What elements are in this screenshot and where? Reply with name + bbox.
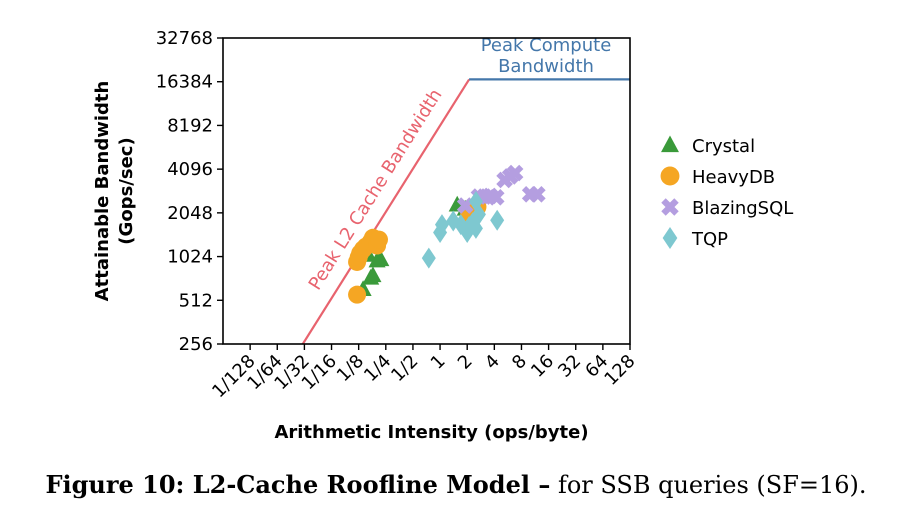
y-tick-label: 16384 <box>156 72 213 93</box>
y-tick-label: 1024 <box>167 247 213 268</box>
y-tick-label: 4096 <box>167 159 213 180</box>
figure-caption: Figure 10: L2-Cache Roofline Model – for… <box>0 470 912 499</box>
crystal-point <box>372 250 390 267</box>
tqp-point <box>490 209 505 231</box>
x-axis-label: Arithmetic Intensity (ops/byte) <box>274 422 588 443</box>
plot-frame <box>222 37 631 345</box>
compute-roof-label: Peak Compute <box>481 35 612 56</box>
x-tick-label: 16 <box>527 351 558 382</box>
blazingsql-point <box>487 189 505 206</box>
legend-label-crystal: Crystal <box>692 136 755 157</box>
compute-roof-label: Bandwidth <box>498 56 594 77</box>
x-tick-label: 32 <box>554 351 585 382</box>
y-tick-label: 256 <box>179 334 213 355</box>
legend-label-blazingsql: BlazingSQL <box>692 198 793 219</box>
y-axis-label: (Gops/sec) <box>116 137 137 244</box>
y-tick-label: 512 <box>179 290 213 311</box>
legend-label-heavydb: HeavyDB <box>692 167 775 188</box>
x-tick-label: 2 <box>454 351 477 374</box>
x-tick-label: 1 <box>427 351 450 374</box>
data-points-layer <box>348 164 546 304</box>
legend-marker-blazingsql <box>661 198 679 216</box>
x-tick-label: 8 <box>508 351 531 374</box>
legend-label-tqp: TQP <box>691 229 728 250</box>
tqp-point <box>434 214 449 236</box>
heavydb-point <box>348 285 367 304</box>
x-tick-label: 4 <box>481 351 504 374</box>
caption-title: Figure 10: L2-Cache Roofline Model – <box>45 470 551 499</box>
heavydb-point <box>369 230 388 249</box>
legend-marker-crystal <box>661 135 679 153</box>
blazingsql-point <box>506 164 524 182</box>
x-tick-label: 128 <box>600 351 639 390</box>
caption-description: for SSB queries (SF=16). <box>550 471 867 499</box>
y-tick-label: 32768 <box>156 28 213 49</box>
y-axis-label: Attainable Bandwidth <box>92 81 113 302</box>
y-tick-label: 2048 <box>167 203 213 224</box>
legend-marker-tqp <box>662 226 678 250</box>
roofline-memory <box>301 78 471 344</box>
tqp-point <box>468 191 483 213</box>
blazingsql-point <box>529 185 546 203</box>
crystal-point <box>364 266 382 283</box>
x-tick-label: 1/2 <box>387 351 422 386</box>
y-tick-label: 8192 <box>167 115 213 136</box>
legend-marker-heavydb <box>660 166 680 186</box>
legend: Crystal HeavyDB BlazingSQL TQP <box>660 135 793 250</box>
tqp-point <box>421 247 436 269</box>
